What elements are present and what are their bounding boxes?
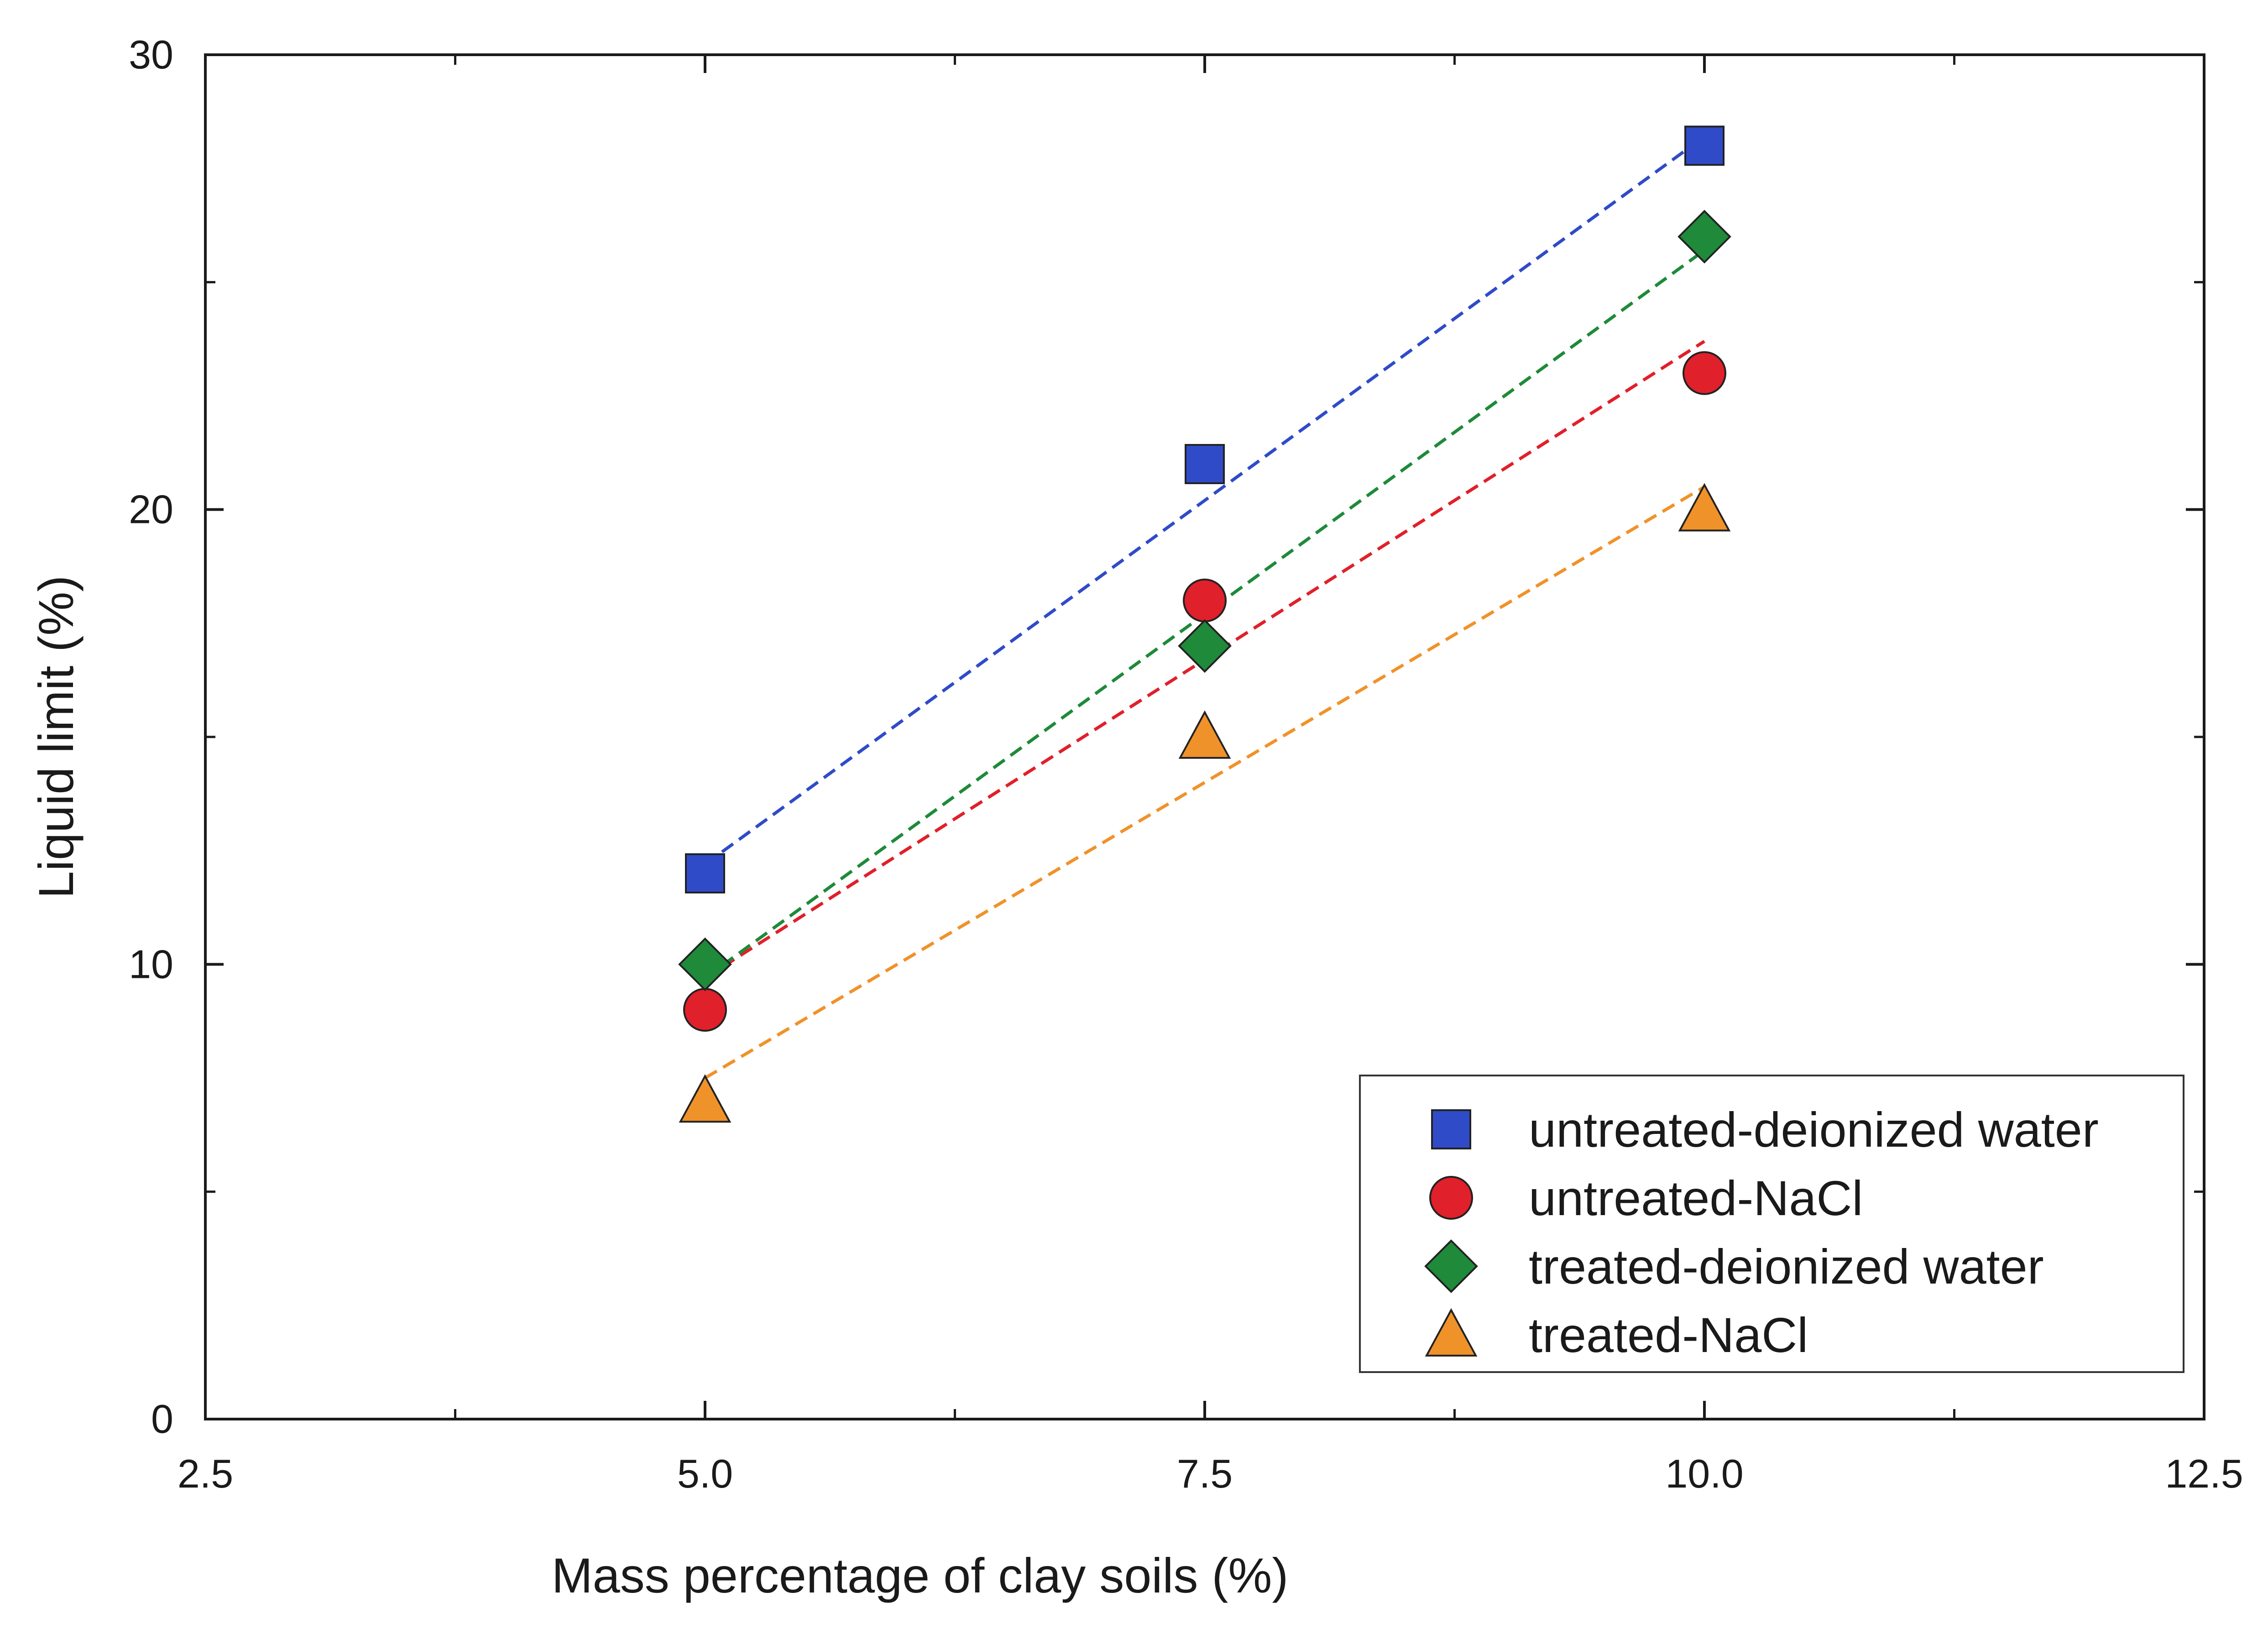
tick-labels: 2.5 5.0 7.5 10.0 12.5 0 10 20 30 — [129, 32, 2243, 1496]
y-axis-title: Liquid limit (%) — [28, 575, 84, 898]
legend-marker-diamond — [1424, 1239, 1478, 1293]
legend-label: treated-NaCl — [1529, 1307, 1808, 1363]
legend: untreated-deionized water untreated-NaCl t… — [1359, 1075, 2184, 1373]
data-point-square — [685, 853, 725, 893]
legend-box — [1359, 1075, 2184, 1373]
data-point-circle — [1183, 579, 1227, 622]
data-point-triangle — [679, 1074, 732, 1123]
data-point-triangle — [1178, 710, 1231, 759]
legend-label: untreated-deionized water — [1529, 1102, 2099, 1157]
data-point-diamond — [678, 937, 732, 992]
legend-label: untreated-NaCl — [1529, 1170, 1863, 1226]
legend-marker-circle — [1429, 1176, 1473, 1220]
data-point-circle — [1683, 351, 1726, 395]
legend-marker-square — [1431, 1109, 1471, 1149]
data-point-triangle — [1678, 483, 1731, 532]
x-tick-label: 12.5 — [2165, 1451, 2243, 1496]
y-tick-label: 0 — [151, 1396, 173, 1441]
data-point-square — [1185, 444, 1225, 484]
x-tick-label: 5.0 — [677, 1451, 733, 1496]
data-point-circle — [683, 988, 727, 1032]
x-tick-label: 10.0 — [1665, 1451, 1743, 1496]
data-point-square — [1684, 125, 1725, 166]
legend-marker-triangle — [1425, 1308, 1478, 1357]
legend-label: treated-deionized water — [1529, 1239, 2044, 1294]
y-tick-label: 10 — [129, 941, 173, 987]
x-axis-title: Mass percentage of clay soils (%) — [552, 1548, 1289, 1603]
x-tick-label: 7.5 — [1177, 1451, 1233, 1496]
x-tick-label: 2.5 — [178, 1451, 233, 1496]
axis-ticks — [204, 53, 2205, 1420]
y-tick-label: 20 — [129, 487, 173, 532]
fit-line — [704, 135, 1706, 866]
data-markers — [678, 125, 1731, 1123]
y-tick-label: 30 — [129, 32, 173, 77]
data-point-diamond — [1178, 619, 1232, 673]
data-point-diamond — [1677, 209, 1731, 264]
fit-line — [704, 485, 1705, 1080]
